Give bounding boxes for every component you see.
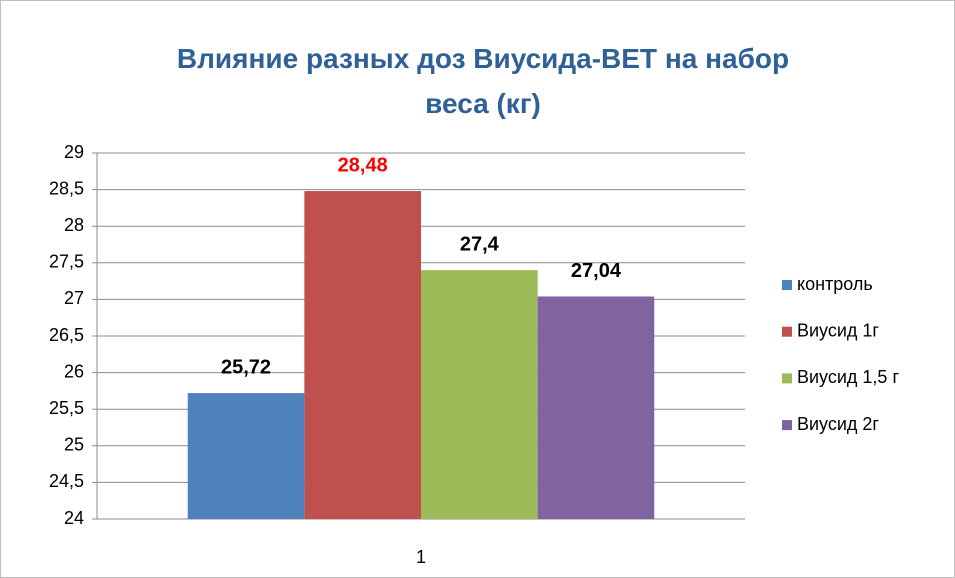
y-tick-label: 28 (64, 215, 84, 235)
y-tick-label: 27 (64, 288, 84, 308)
legend-label: Виусид 2г (797, 414, 879, 434)
y-tick-label: 25,5 (49, 398, 84, 418)
legend-label: Виусид 1,5 г (797, 367, 899, 387)
legend-label: контроль (797, 274, 873, 294)
legend-swatch (782, 326, 792, 337)
data-label: 27,4 (460, 233, 500, 255)
y-tick-label: 26 (64, 361, 84, 381)
legend-swatch (782, 420, 792, 431)
bar (304, 191, 421, 519)
chart-title: Влияние разных доз Виусида-ВЕТ на набор … (176, 43, 790, 119)
y-tick-label: 24 (64, 508, 84, 528)
bar (187, 393, 305, 519)
bar (537, 296, 655, 519)
x-tick-label: 1 (416, 547, 426, 567)
legend-label: Виусид 1г (797, 320, 879, 340)
y-tick-label: 24,5 (49, 471, 84, 491)
y-tick-label: 28,5 (49, 178, 84, 198)
bar (421, 270, 538, 519)
y-tick-label: 27,5 (49, 252, 84, 272)
data-label: 28,48 (338, 154, 388, 176)
y-tick-label: 26,5 (49, 325, 84, 345)
y-tick-label: 25 (64, 435, 84, 455)
y-tick-label: 29 (64, 142, 84, 162)
data-label: 25,72 (221, 356, 271, 378)
legend-swatch (782, 280, 792, 290)
legend-swatch (782, 373, 792, 384)
data-label: 27,04 (571, 260, 622, 282)
